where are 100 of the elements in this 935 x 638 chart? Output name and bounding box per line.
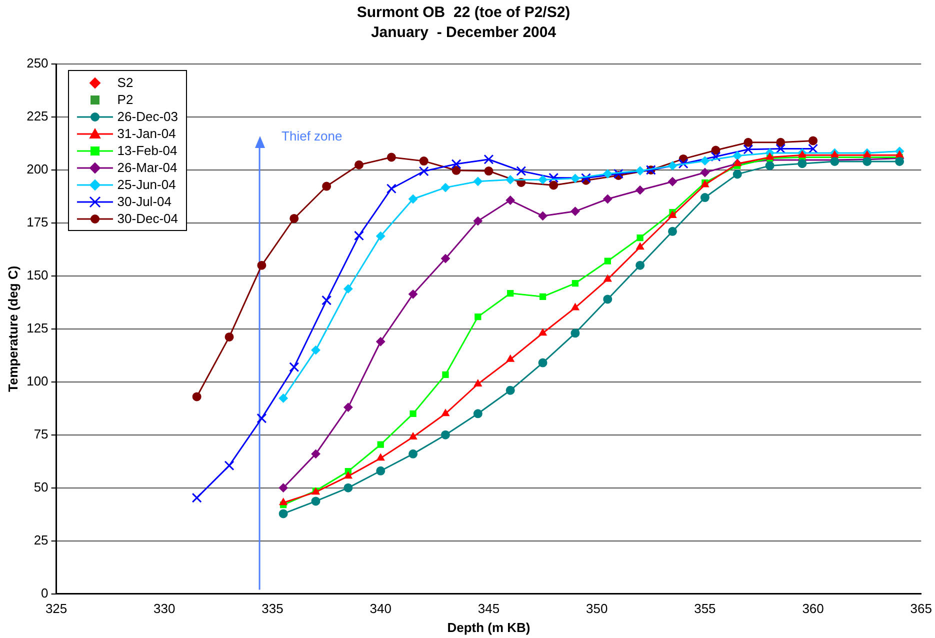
point [484, 154, 494, 164]
point [507, 290, 514, 297]
y-tick-label: 0 [41, 585, 48, 600]
point [506, 386, 515, 395]
point [311, 449, 320, 458]
point [549, 180, 558, 190]
point [278, 509, 288, 518]
y-tick-label: 125 [26, 320, 48, 336]
point [700, 168, 710, 178]
point [506, 354, 514, 362]
point [572, 280, 579, 287]
point [278, 483, 288, 492]
point [474, 380, 482, 386]
y-tick-label: 200 [26, 162, 48, 177]
x-tick-label: 325 [45, 601, 68, 616]
point [743, 144, 754, 154]
point [452, 166, 461, 175]
point [808, 136, 818, 146]
y-tick-label: 250 [26, 56, 48, 71]
y-tick-label: 25 [34, 532, 48, 548]
point [636, 242, 644, 250]
point [289, 362, 300, 372]
point [408, 194, 418, 204]
legend-label: 30-Jul-04 [117, 193, 172, 210]
point [410, 410, 416, 417]
point [344, 402, 353, 412]
point [377, 441, 384, 448]
point [418, 166, 429, 176]
x-tick-label: 345 [478, 601, 500, 616]
point [419, 156, 428, 166]
point [322, 295, 332, 306]
point [668, 226, 678, 236]
point [896, 150, 904, 158]
x-tick-label: 355 [694, 601, 716, 616]
point [538, 328, 547, 336]
point [224, 332, 234, 342]
x-tick-label: 365 [910, 601, 932, 616]
point [442, 409, 450, 416]
legend-label: S2 [117, 74, 134, 91]
legend-label: 31-Jan-04 [117, 125, 176, 142]
point [776, 144, 786, 154]
point [473, 216, 482, 226]
point [538, 175, 548, 184]
point [603, 194, 612, 204]
point [636, 260, 645, 270]
point [192, 492, 202, 503]
chart-subtitle: January - December 2004 [370, 24, 557, 42]
point [278, 394, 288, 403]
point [257, 260, 266, 270]
x-tick-label: 330 [154, 601, 176, 616]
point [376, 454, 385, 461]
point [506, 175, 515, 184]
legend-label: P2 [117, 91, 134, 108]
point [290, 214, 299, 223]
x-tick-label: 360 [802, 601, 824, 616]
point [604, 258, 611, 264]
ref-line-label: Thief zone [282, 128, 342, 144]
point [603, 294, 612, 304]
point [668, 177, 678, 186]
point [473, 409, 482, 418]
point [710, 152, 721, 162]
point [636, 234, 644, 242]
point [863, 150, 872, 158]
point [668, 211, 676, 218]
point [409, 432, 418, 440]
point [570, 174, 580, 183]
point [808, 144, 818, 154]
y-tick-label: 225 [26, 108, 48, 124]
point [440, 254, 450, 264]
point [354, 160, 364, 170]
point [376, 466, 386, 476]
point [322, 182, 332, 191]
point [386, 184, 396, 194]
point [408, 449, 418, 458]
legend-label: 26-Mar-04 [117, 159, 178, 176]
point [678, 158, 688, 169]
point [798, 150, 806, 158]
point [636, 166, 645, 176]
point [386, 152, 396, 162]
point [474, 313, 482, 320]
y-tick-label: 175 [26, 214, 48, 230]
y-axis-title: Temperature (deg C) [5, 266, 20, 392]
point [581, 173, 592, 184]
point [776, 138, 786, 147]
point [636, 186, 645, 195]
point [224, 460, 234, 471]
point [604, 274, 612, 282]
x-tick-label: 340 [370, 601, 392, 616]
point [732, 170, 742, 179]
point [548, 172, 559, 183]
legend-label: 26-Dec-03 [117, 108, 178, 125]
point [538, 211, 548, 220]
point [344, 472, 352, 479]
point [744, 138, 753, 147]
point [668, 161, 678, 170]
legend-label: 13-Feb-04 [117, 142, 178, 159]
point [538, 358, 548, 368]
point [570, 206, 580, 216]
point [408, 290, 418, 299]
y-tick-label: 50 [34, 479, 48, 494]
